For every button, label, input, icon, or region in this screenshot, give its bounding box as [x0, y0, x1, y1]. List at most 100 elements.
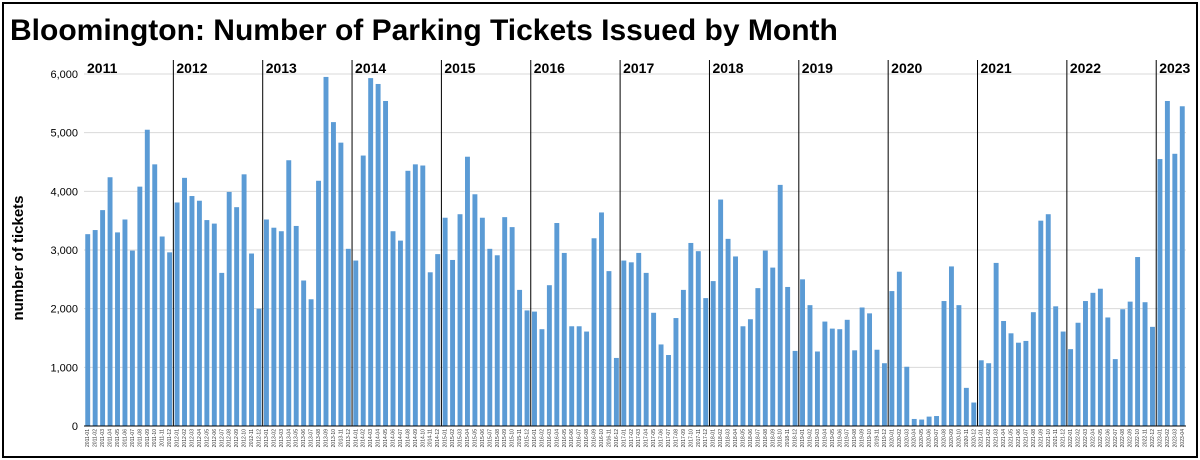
x-tick-label: 2013-02 — [271, 429, 277, 448]
x-tick-label: 2012-08 — [227, 429, 233, 448]
bar — [1179, 106, 1185, 427]
bar — [941, 301, 947, 426]
bar — [1172, 153, 1178, 426]
bar — [383, 100, 389, 426]
bar — [777, 184, 783, 426]
x-axis-ticks: 2011-01 2011-02 2011-03 2011-04 2011-05 2011-… — [85, 429, 1186, 448]
bar — [167, 252, 173, 426]
bar — [606, 271, 612, 426]
bar — [524, 310, 530, 426]
bar — [636, 252, 642, 426]
bar — [420, 165, 426, 426]
bar — [934, 416, 940, 426]
bar — [390, 231, 396, 426]
x-tick-label: 2021-07 — [1023, 429, 1029, 448]
x-tick-label: 2017-07 — [666, 429, 672, 448]
x-tick-label: 2018-05 — [740, 429, 746, 448]
x-tick-label: 2020-04 — [912, 429, 918, 448]
x-tick-label: 2014-01 — [353, 429, 359, 448]
x-tick-label: 2019-07 — [845, 429, 851, 448]
x-tick-label: 2014-06 — [391, 429, 397, 448]
x-tick-label: 2022-01 — [1068, 429, 1074, 448]
x-tick-label: 2015-04 — [465, 429, 471, 448]
bar — [115, 232, 120, 426]
x-tick-label: 2011-05 — [115, 429, 121, 447]
year-labels: 2011 2012 2013 2014 2015 2016 2017 2018 2019 2020… — [87, 60, 1191, 76]
x-tick-label: 2013-11 — [338, 429, 344, 447]
bar — [546, 285, 552, 426]
bar — [561, 252, 567, 426]
bar — [1157, 159, 1163, 427]
x-tick-label: 2021-08 — [1031, 429, 1037, 448]
bar — [345, 248, 351, 426]
x-tick-label: 2016-02 — [539, 429, 545, 448]
bar — [1112, 359, 1118, 426]
bar — [859, 307, 865, 426]
bar — [375, 83, 381, 427]
bar — [308, 299, 314, 426]
x-tick-label: 2017-04 — [644, 429, 650, 448]
x-tick-label: 2016-05 — [562, 429, 568, 448]
x-tick-label: 2019-02 — [807, 429, 813, 448]
bar — [263, 219, 269, 426]
bar — [948, 266, 954, 426]
bar — [740, 326, 746, 426]
x-tick-label: 2013-12 — [346, 429, 352, 448]
bar — [919, 419, 925, 426]
x-tick-label: 2014-05 — [383, 429, 389, 448]
x-tick-label: 2015-05 — [472, 429, 478, 448]
bar — [278, 231, 284, 426]
x-tick-label: 2019-04 — [822, 429, 828, 448]
bar — [249, 253, 254, 426]
bar — [1105, 317, 1111, 426]
x-tick-label: 2018-09 — [770, 429, 776, 448]
x-tick-label: 2021-03 — [994, 429, 1000, 448]
bar — [301, 280, 307, 426]
bar — [494, 255, 500, 426]
bar — [896, 271, 902, 426]
x-tick-label: 2016-10 — [599, 429, 605, 448]
bar — [1120, 309, 1126, 426]
x-tick-label: 2015-02 — [450, 429, 456, 448]
bar — [1097, 288, 1103, 426]
x-tick-label: 2012-03 — [189, 429, 195, 448]
bar — [204, 220, 210, 426]
bar — [360, 155, 366, 426]
x-tick-label: 2012-11 — [249, 429, 255, 447]
x-tick-label: 2012-07 — [219, 429, 225, 448]
bar — [673, 318, 679, 426]
x-tick-label: 2013-09 — [323, 429, 329, 448]
x-tick-label: 2020-10 — [956, 429, 962, 448]
bar — [182, 177, 187, 426]
bar — [479, 217, 485, 426]
x-tick-label: 2018-10 — [778, 429, 784, 448]
bar — [710, 281, 716, 426]
year-label: 2017 — [623, 60, 654, 76]
bar — [502, 217, 508, 426]
x-tick-label: 2011-07 — [130, 429, 136, 447]
x-tick-label: 2015-10 — [510, 429, 516, 448]
bar — [986, 363, 992, 426]
x-tick-label: 2012-12 — [256, 429, 262, 448]
y-tick-label: 0 — [72, 421, 78, 433]
x-tick-label: 2016-08 — [584, 429, 590, 448]
year-label: 2019 — [802, 60, 833, 76]
x-tick-label: 2022-11 — [1143, 429, 1149, 447]
bar — [234, 207, 240, 426]
x-tick-label: 2019-10 — [867, 429, 873, 448]
x-tick-label: 2012-10 — [242, 429, 248, 448]
bar — [144, 129, 150, 426]
x-tick-label: 2017-12 — [703, 429, 709, 448]
x-tick-label: 2014-10 — [420, 429, 426, 448]
x-tick-label: 2019-09 — [860, 429, 866, 448]
x-tick-label: 2021-12 — [1061, 429, 1067, 448]
x-tick-label: 2014-04 — [376, 429, 382, 448]
x-tick-label: 2014-03 — [368, 429, 374, 448]
bar — [338, 142, 344, 426]
bar — [189, 196, 195, 426]
x-tick-label: 2018-03 — [726, 429, 732, 448]
x-tick-label: 2016-12 — [614, 429, 620, 448]
y-axis-label: number of tickets — [10, 195, 27, 320]
bar — [241, 174, 247, 426]
